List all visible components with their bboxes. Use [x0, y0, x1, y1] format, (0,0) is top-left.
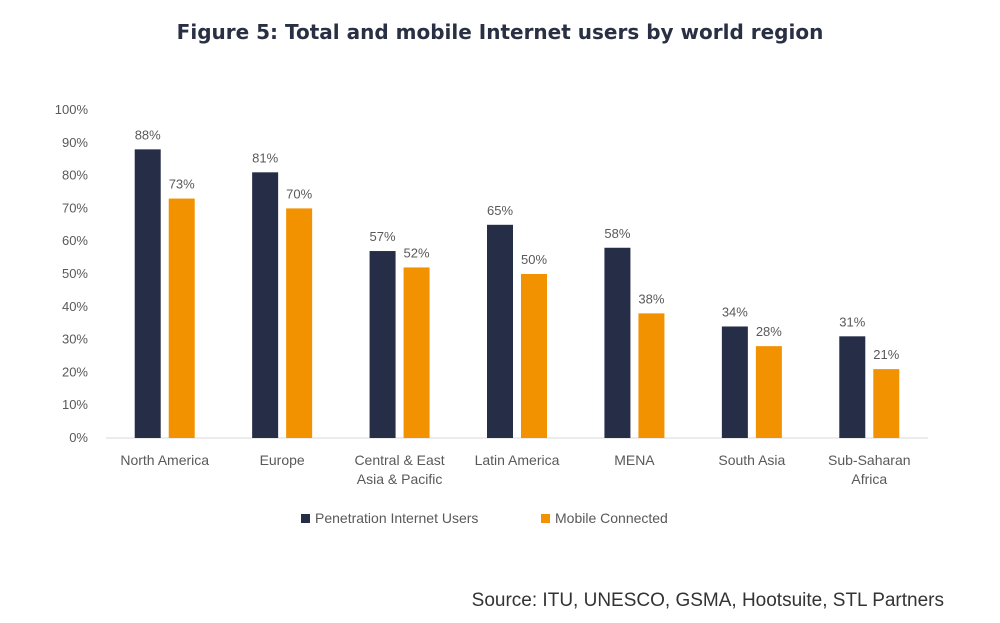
category-label: Asia & Pacific — [357, 471, 443, 487]
bar — [286, 208, 313, 438]
data-label: 81% — [252, 150, 278, 165]
bar — [638, 313, 665, 438]
data-label: 38% — [638, 291, 664, 306]
bar — [873, 369, 900, 438]
bar — [252, 172, 279, 438]
legend-swatch — [301, 514, 310, 523]
y-tick-label: 100% — [55, 102, 89, 117]
category-label: Latin America — [475, 452, 560, 468]
bar — [604, 247, 631, 438]
y-axis: 0% 10% 20% 30% 40% 50% 60% 70% 80% 90% 100% — [55, 102, 89, 445]
source-note: Source: ITU, UNESCO, GSMA, Hootsuite, ST… — [471, 590, 944, 611]
data-label: 28% — [756, 324, 782, 339]
category-labels: North America Europe Central & East Asia & … — [120, 452, 910, 487]
data-label: 65% — [487, 203, 513, 218]
legend-label: Penetration Internet Users — [315, 510, 478, 526]
data-label: 21% — [873, 347, 899, 362]
legend-label: Mobile Connected — [555, 510, 668, 526]
data-labels: 88% 73% 81% 70% 57% 52% 65% 50% 58% 38% 34% 28% 31% 2… — [135, 127, 900, 362]
category-label: Central & East — [354, 452, 444, 468]
legend-swatch — [541, 514, 550, 523]
y-tick-label: 60% — [62, 233, 88, 248]
category-label: North America — [120, 452, 209, 468]
category-label: South Asia — [718, 452, 785, 468]
y-tick-label: 10% — [62, 397, 88, 412]
category-label: Sub-Saharan — [828, 452, 911, 468]
bar — [755, 346, 782, 438]
y-tick-label: 20% — [62, 364, 88, 379]
y-tick-label: 40% — [62, 299, 88, 314]
y-tick-label: 90% — [62, 135, 88, 150]
data-label: 50% — [521, 252, 547, 267]
y-tick-label: 0% — [69, 430, 88, 445]
data-label: 70% — [286, 186, 312, 201]
category-label: Africa — [851, 471, 887, 487]
y-tick-label: 50% — [62, 266, 88, 281]
category-label: Europe — [260, 452, 305, 468]
y-tick-label: 80% — [62, 168, 88, 183]
bar — [521, 274, 547, 438]
data-label: 57% — [370, 229, 396, 244]
data-label: 34% — [722, 304, 748, 319]
bar — [369, 251, 396, 438]
data-label: 73% — [169, 177, 195, 192]
bar — [839, 336, 866, 438]
bar — [403, 267, 430, 438]
y-tick-label: 70% — [62, 200, 88, 215]
bar — [487, 224, 513, 438]
data-label: 58% — [604, 226, 630, 241]
data-label: 88% — [135, 127, 161, 142]
legend: Penetration Internet Users Mobile Connect… — [301, 510, 668, 526]
bar — [168, 198, 195, 438]
chart-title: Figure 5: Total and mobile Internet user… — [176, 20, 824, 44]
bars — [134, 149, 900, 439]
bar — [134, 149, 161, 439]
y-tick-label: 30% — [62, 332, 88, 347]
category-label: MENA — [614, 452, 655, 468]
data-label: 52% — [404, 245, 430, 260]
data-label: 31% — [839, 314, 865, 329]
bar — [721, 326, 748, 438]
